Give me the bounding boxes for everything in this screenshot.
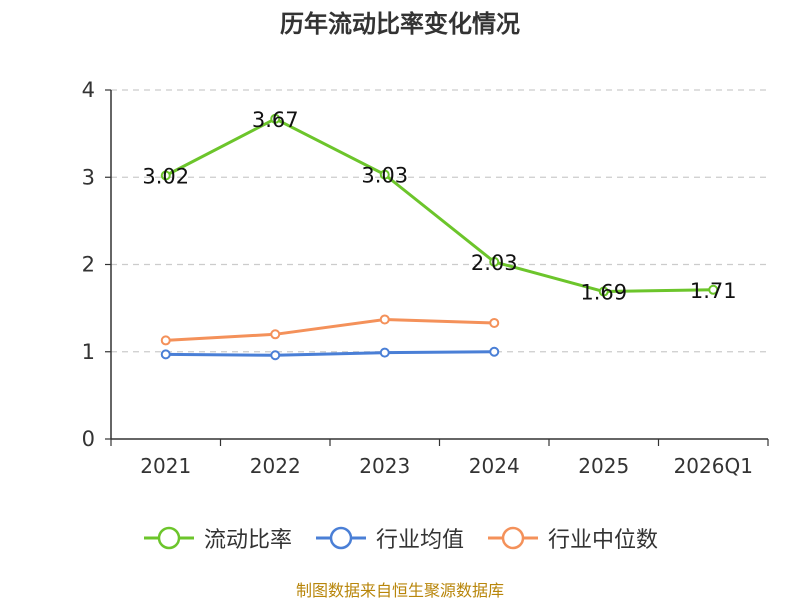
y-tick-label: 4	[82, 78, 95, 102]
data-point	[489, 317, 500, 328]
data-label: 2.03	[471, 251, 518, 275]
data-point	[160, 170, 171, 181]
data-point	[270, 350, 281, 361]
x-tick-label: 2022	[250, 454, 301, 478]
legend-item-industry-average[interactable]: 行业均值	[314, 522, 464, 554]
data-point	[489, 256, 500, 267]
line-chart: 0 1 2 3 4 2021 2022 2023 2024 2025 2026Q1 3.02 3.67 3…	[82, 78, 769, 478]
x-tick-label: 2023	[359, 454, 410, 478]
x-tick-label: 2026Q1	[674, 454, 753, 478]
legend-marker-0	[157, 526, 181, 550]
legend-marker-2	[501, 526, 525, 550]
data-point	[270, 113, 281, 124]
legend-label: 行业均值	[375, 528, 464, 553]
data-point	[160, 349, 171, 360]
x-tick-label: 2024	[469, 454, 520, 478]
data-label: 1.69	[580, 281, 627, 305]
data-point	[489, 346, 500, 357]
legend-label: 流动比率	[203, 528, 292, 553]
y-tick-label: 1	[82, 340, 95, 364]
series-line-0	[165, 117, 714, 294]
legend-swatch-icon	[143, 526, 194, 550]
legend-swatch-icon	[315, 526, 366, 550]
data-point	[379, 169, 390, 180]
chart-title: 历年流动比率变化情况	[280, 10, 520, 38]
series-line-2	[165, 317, 495, 342]
x-tick-label: 2021	[140, 454, 191, 478]
y-tick-label: 0	[82, 427, 95, 451]
data-point	[379, 314, 390, 325]
legend-item-industry-median[interactable]: 行业中位数	[486, 522, 658, 554]
y-tick-label: 2	[82, 253, 95, 277]
data-point	[708, 284, 719, 295]
series-line-1	[165, 350, 495, 357]
y-tick-label: 3	[82, 165, 95, 189]
x-tick-label: 2025	[578, 454, 629, 478]
legend-marker-1	[329, 526, 353, 550]
data-source-note: 制图数据来自恒生聚源数据库	[295, 581, 504, 600]
legend-swatch-icon	[488, 526, 538, 550]
legend-label: 行业中位数	[548, 528, 659, 553]
data-point	[598, 286, 609, 297]
data-label: 3.03	[361, 164, 408, 188]
data-label: 1.71	[690, 279, 737, 303]
data-point	[270, 329, 281, 340]
legend: 流动比率 行业均值 行业中位数	[0, 518, 800, 558]
data-point	[160, 335, 171, 346]
legend-item-current-ratio[interactable]: 流动比率	[142, 522, 292, 554]
data-point	[379, 347, 390, 358]
data-label: 3.67	[252, 108, 299, 132]
data-label: 3.02	[142, 165, 189, 189]
